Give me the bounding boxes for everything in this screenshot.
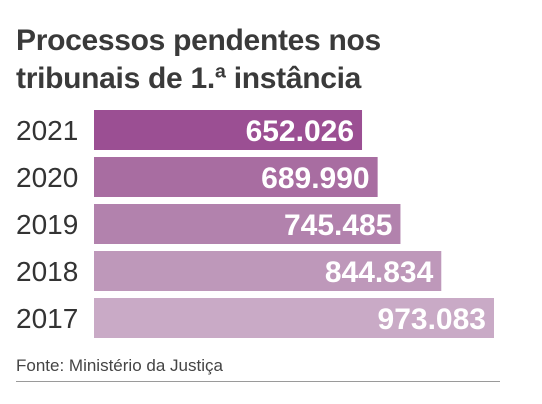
value-label-2019: 745.485	[284, 209, 392, 242]
value-label-2017: 973.083	[378, 303, 486, 336]
value-label-2018: 844.834	[325, 256, 434, 289]
bar-2019	[94, 204, 401, 244]
category-label-2021: 2021	[16, 115, 78, 146]
bar-2020	[94, 157, 378, 197]
bar-2017	[94, 298, 494, 338]
source-note: Fonte: Ministério da Justiça	[16, 356, 223, 375]
category-label-2019: 2019	[16, 209, 78, 240]
value-label-2021: 652.026	[246, 115, 354, 148]
category-label-2018: 2018	[16, 256, 78, 287]
bottom-divider	[16, 381, 500, 382]
category-label-2020: 2020	[16, 162, 78, 193]
category-label-2017: 2017	[16, 303, 78, 334]
bar-2021	[94, 110, 363, 150]
chart-title-line-1: Processos pendentes nos	[16, 24, 381, 57]
chart-title-line-2: tribunais de 1.ª instância	[16, 62, 362, 95]
chart-title: Processos pendentes nos tribunais de 1.ª…	[16, 22, 526, 98]
value-label-2020: 689.990	[261, 162, 369, 195]
bar-2018	[94, 251, 442, 291]
